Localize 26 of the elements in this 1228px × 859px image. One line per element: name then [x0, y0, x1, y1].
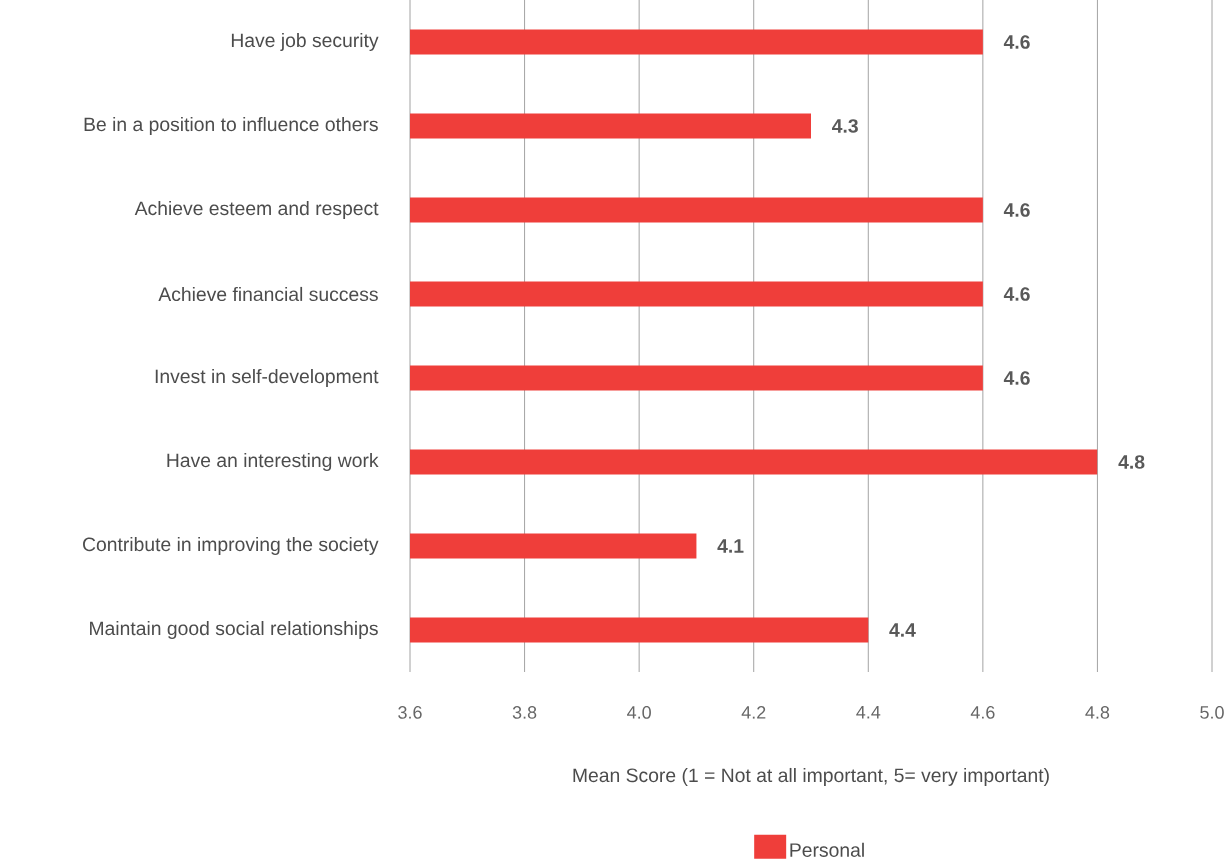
- x-tick-label: 4.4: [856, 706, 881, 719]
- data-label: 4.4: [889, 623, 916, 637]
- x-tick-label: 5.0: [1200, 706, 1224, 719]
- x-tick-label: 3.8: [512, 706, 537, 719]
- x-tick-label: 4.2: [741, 706, 766, 719]
- y-tick-label: Have job security: [231, 33, 379, 52]
- y-tick-label: Achieve esteem and respect: [134, 201, 379, 220]
- x-axis-title: Mean Score (1 = Not at all important, 5= very important): [573, 768, 1049, 787]
- data-label: 4.8: [1118, 455, 1145, 470]
- y-tick-label: Contribute in improving the society: [83, 537, 379, 556]
- y-tick-label: Invest in self-development: [155, 369, 379, 388]
- x-tick-label: 4.6: [970, 706, 995, 719]
- y-tick-label: Be in a position to influence others: [84, 117, 378, 136]
- y-tick-label: Achieve financial success: [158, 287, 378, 302]
- legend-label: Personal: [790, 842, 864, 858]
- data-label: 4.6: [1003, 35, 1030, 50]
- y-tick-label: Have an interesting work: [167, 453, 379, 472]
- data-label: 4.1: [717, 539, 744, 553]
- data-label: 4.6: [1003, 203, 1030, 218]
- x-tick-label: 4.8: [1085, 706, 1110, 719]
- data-label: 4.6: [1003, 287, 1030, 302]
- data-label: 4.6: [1003, 371, 1030, 386]
- data-label: 4.3: [832, 119, 858, 134]
- x-tick-label: 4.0: [627, 706, 651, 719]
- y-tick-label: Maintain good social relationships: [90, 621, 378, 640]
- x-tick-label: 3.6: [398, 706, 422, 719]
